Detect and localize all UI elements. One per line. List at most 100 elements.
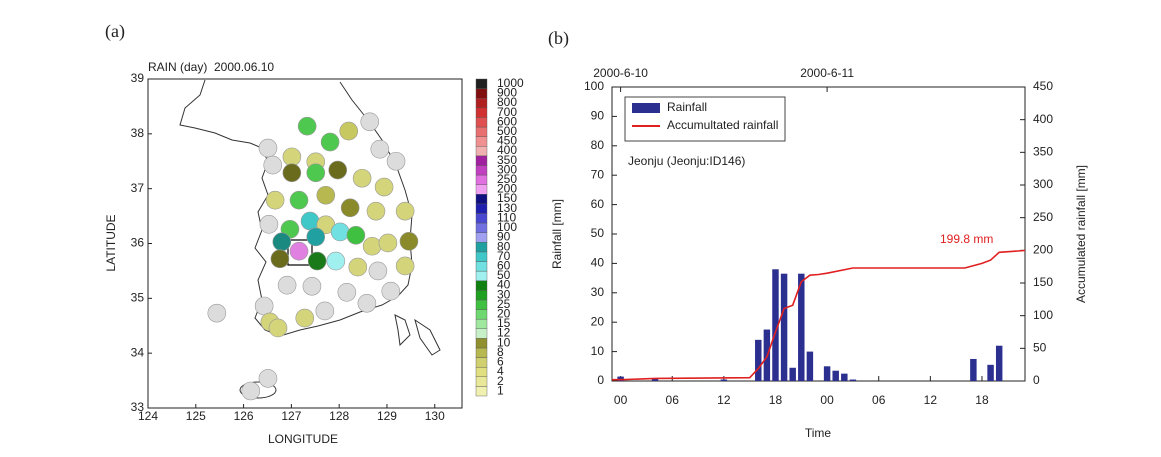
station-point: [307, 251, 327, 271]
station-point: [360, 112, 380, 132]
station-point: [258, 138, 278, 158]
colorbar-label: 90: [497, 230, 511, 244]
colorbar-cell: [475, 338, 488, 349]
colorbar-label: 8: [497, 345, 504, 359]
station-point: [340, 198, 360, 218]
colorbar-cell: [475, 232, 488, 243]
y-tick-label: 20: [591, 314, 605, 328]
colorbar-cell: [475, 98, 488, 109]
station-point: [399, 232, 419, 251]
annotation: 199.8 mm: [940, 232, 993, 246]
colorbar-label: 1000: [497, 76, 524, 90]
y2-tick-label: 50: [1033, 341, 1047, 355]
colorbar-cell: [475, 280, 488, 291]
colorbar-cell: [475, 290, 488, 301]
station-point: [270, 249, 290, 269]
colorbar-label: 100: [497, 220, 517, 234]
y-tick-label: 100: [584, 79, 604, 93]
colorbar-label: 450: [497, 134, 517, 148]
station-point: [289, 190, 309, 210]
station-point: [297, 116, 317, 136]
panel-label: (a): [105, 21, 125, 42]
colorbar-cell: [475, 251, 488, 262]
colorbar-cell: [475, 213, 488, 224]
x-tick-label: 12: [924, 393, 938, 407]
bar: [651, 378, 659, 381]
station-point: [263, 155, 283, 175]
colorbar-cell: [475, 126, 488, 137]
colorbar-label: 700: [497, 105, 517, 119]
colorbar-label: 150: [497, 191, 517, 205]
colorbar-label: 300: [497, 162, 517, 176]
station-point: [328, 160, 348, 180]
station-point: [265, 190, 285, 210]
coastline: [394, 314, 441, 356]
station-point: [320, 132, 340, 152]
station-point: [282, 147, 302, 167]
bar: [987, 364, 994, 381]
station-point: [302, 276, 322, 296]
station-point: [337, 283, 357, 302]
bar: [832, 370, 839, 381]
colorbar-label: 12: [497, 326, 511, 340]
y-axis-label: LATITUDE: [104, 214, 118, 271]
x-tick-label: 00: [614, 393, 628, 407]
colorbar-cell: [475, 242, 488, 253]
legend-swatch: [632, 103, 660, 113]
x-tick-label: 00: [820, 393, 834, 407]
station-point: [386, 151, 406, 171]
colorbar-label: 600: [497, 114, 517, 128]
colorbar-label: 900: [497, 86, 517, 100]
station-point: [378, 233, 398, 253]
colorbar-cell: [475, 347, 488, 358]
bar: [995, 345, 1003, 381]
x-tick-label: 130: [425, 409, 445, 423]
x-tick-label: 129: [377, 409, 397, 423]
x2-tick-label: 2000-6-10: [593, 66, 648, 80]
y-tick-label: 35: [131, 291, 145, 305]
y2-tick-label: 300: [1033, 177, 1053, 191]
panel-label: (b): [548, 28, 569, 49]
y-tick-label: 40: [591, 256, 605, 270]
y-axis-label: Rainfall [mm]: [550, 199, 564, 269]
bar: [780, 273, 788, 381]
colorbar-label: 500: [497, 124, 517, 138]
bar: [798, 273, 805, 381]
y-tick-label: 60: [591, 197, 605, 211]
y2-tick-label: 150: [1033, 275, 1053, 289]
station-point: [272, 232, 292, 252]
station-point: [339, 121, 359, 141]
station-point: [268, 318, 288, 338]
colorbar-label: 4: [497, 364, 504, 378]
station-point: [395, 201, 415, 221]
colorbar-label: 20: [497, 307, 511, 321]
station-point: [306, 163, 326, 183]
station-point: [374, 177, 394, 197]
y-tick-label: 39: [131, 71, 145, 85]
bar: [755, 339, 762, 381]
station-point: [306, 227, 326, 247]
colorbar-label: 50: [497, 268, 511, 282]
colorbar-label: 80: [497, 239, 511, 253]
station-point: [346, 225, 366, 245]
colorbar-cell: [475, 328, 488, 339]
y2-tick-label: 350: [1033, 145, 1053, 159]
station-point: [258, 369, 278, 388]
colorbar-label: 110: [497, 210, 516, 224]
y2-tick-label: 250: [1033, 210, 1053, 224]
colorbar-label: 60: [497, 258, 511, 272]
colorbar-cell: [475, 270, 488, 281]
x-axis-label: LONGITUDE: [268, 432, 338, 446]
station-point: [348, 257, 368, 277]
station-point: [326, 251, 346, 271]
bar: [849, 379, 857, 381]
station-label: Jeonju (Jeonju:ID146): [628, 154, 745, 168]
y2-tick-label: 200: [1033, 243, 1053, 257]
colorbar-label: 15: [497, 316, 511, 330]
station-point: [370, 139, 390, 159]
colorbar-cell: [475, 376, 488, 387]
y-tick-label: 70: [591, 167, 605, 181]
colorbar-cell: [475, 107, 488, 118]
y2-tick-label: 450: [1033, 79, 1053, 93]
